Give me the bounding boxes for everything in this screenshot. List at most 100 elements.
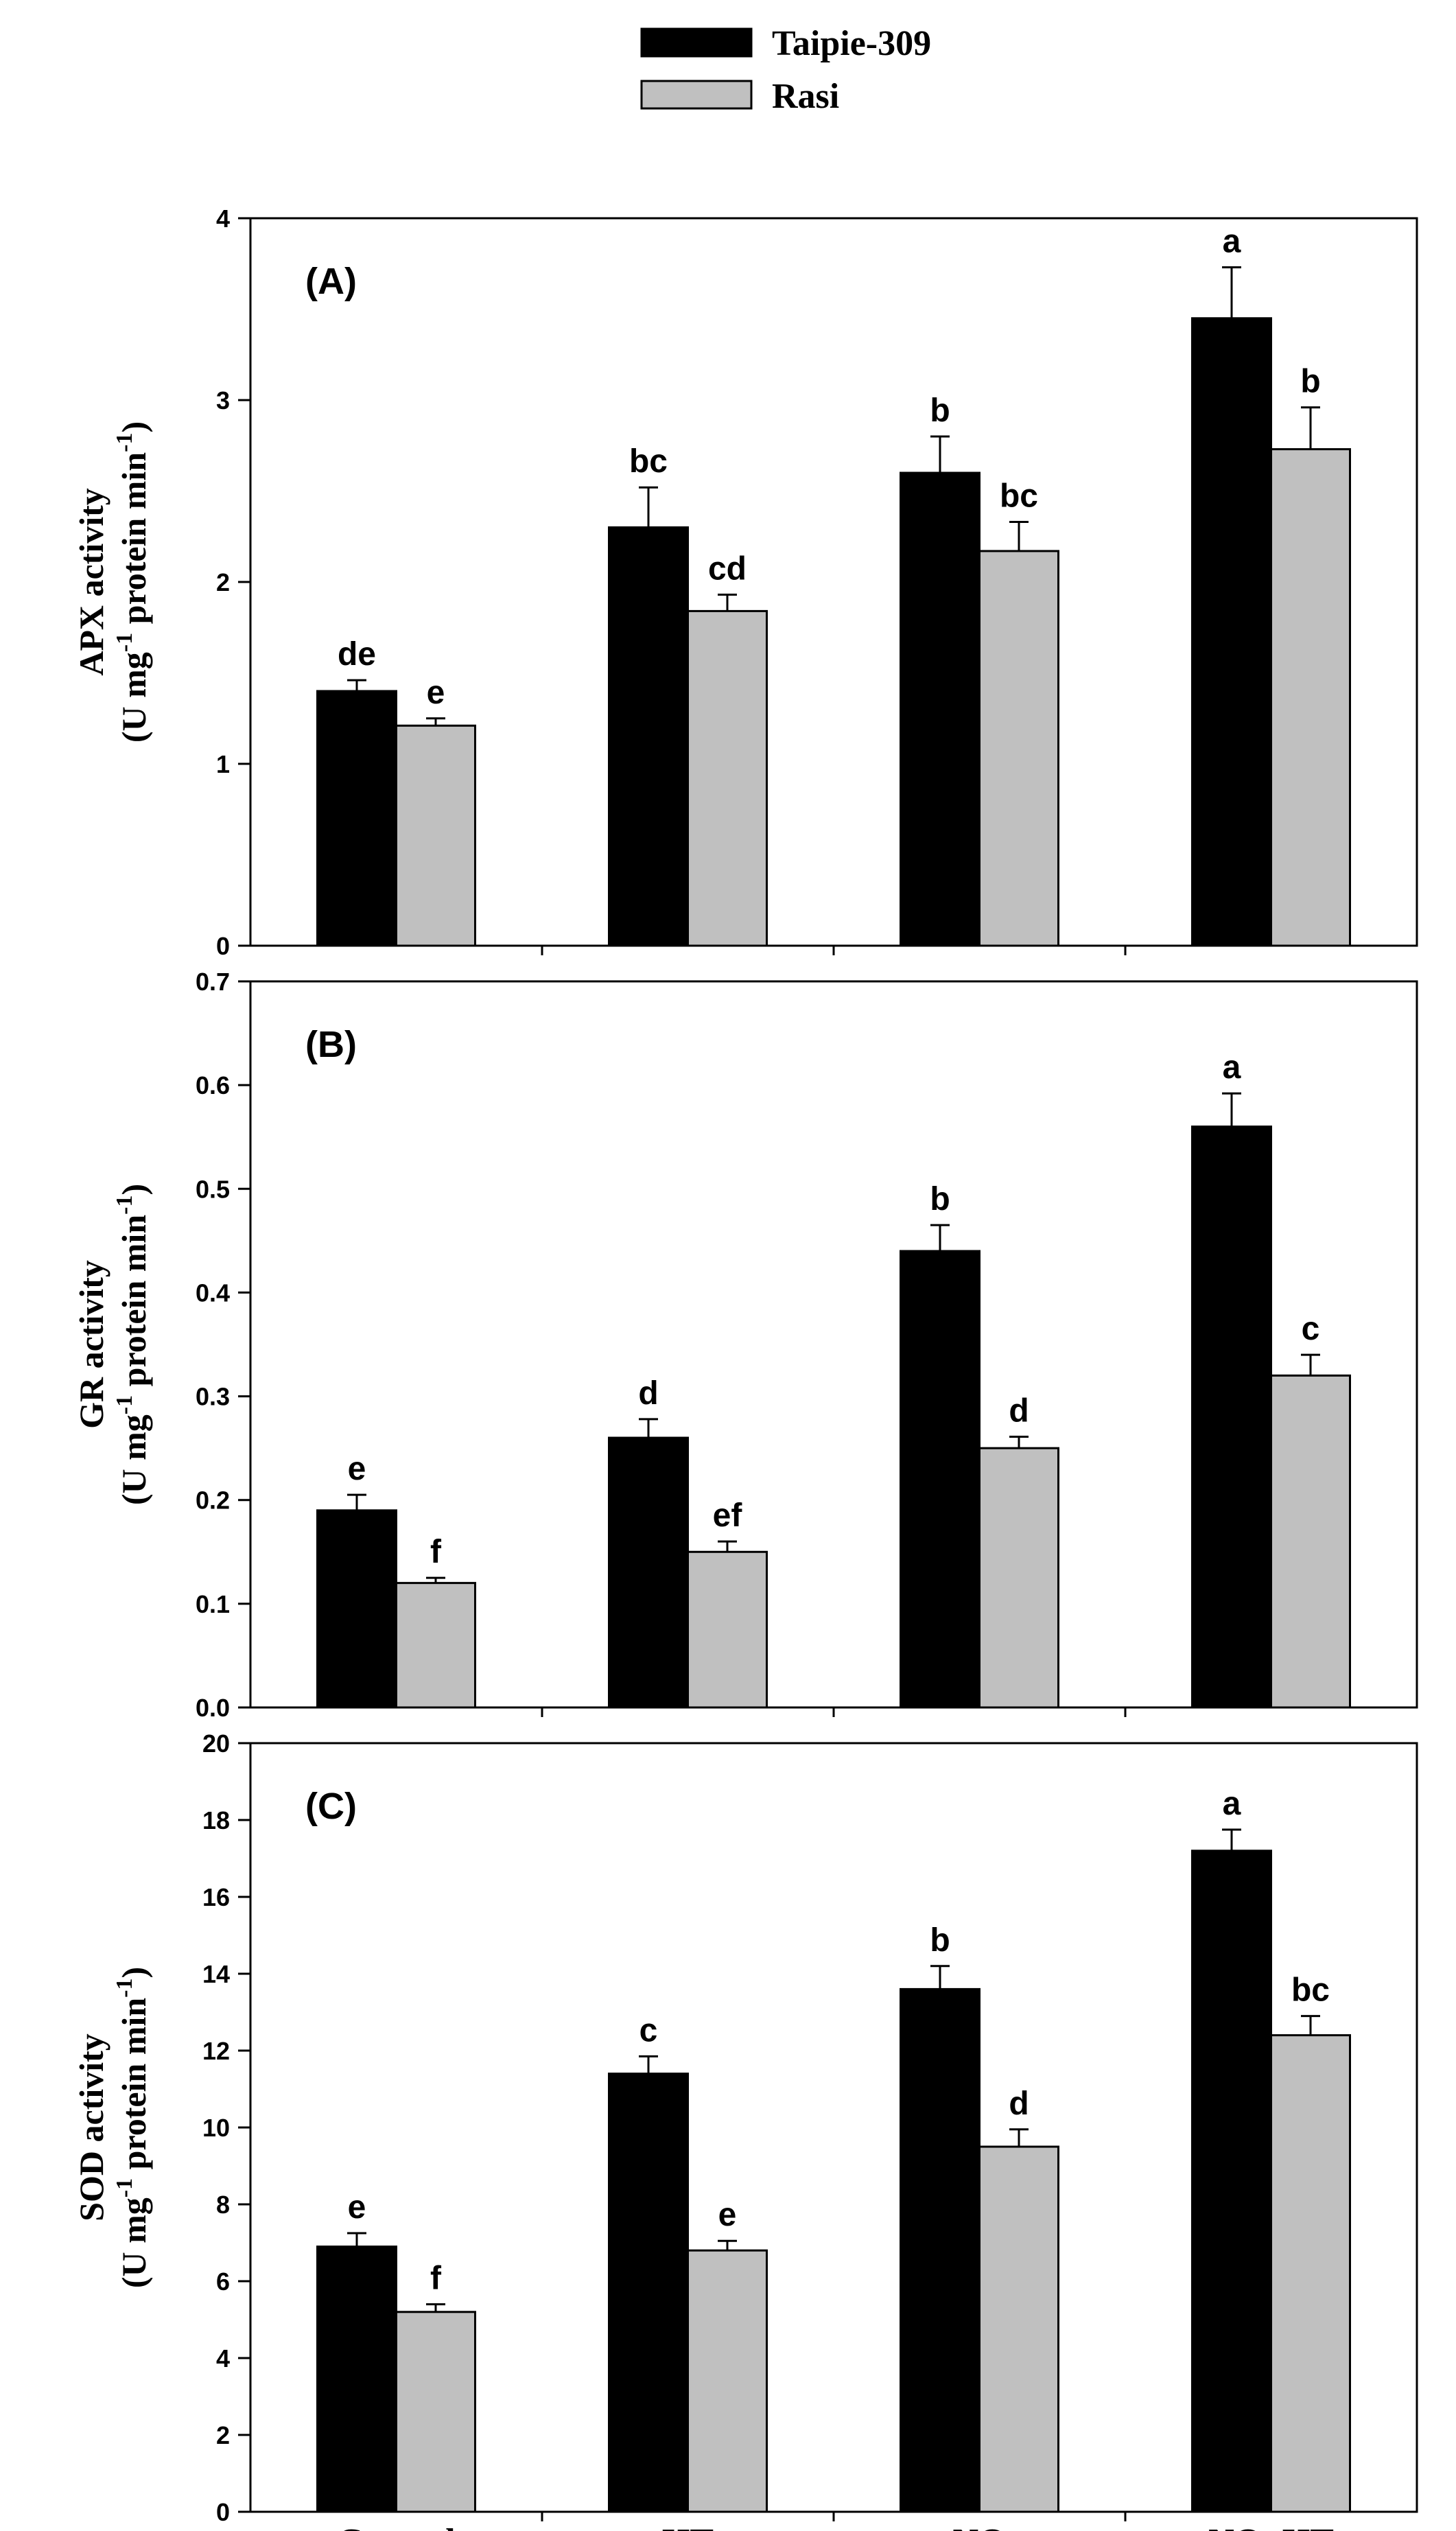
y-tick-label: 0 (216, 932, 230, 960)
significance-label: e (348, 2189, 366, 2226)
significance-label: bc (1291, 1972, 1330, 2009)
y-tick-label: 8 (216, 2191, 230, 2219)
significance-label: d (1009, 1393, 1029, 1430)
bar-rasi (978, 550, 1059, 947)
label-part: ) (115, 1184, 153, 1195)
significance-label: ef (713, 1497, 743, 1534)
bar-rasi (978, 1447, 1059, 1709)
significance-label: de (338, 636, 376, 673)
label-part: (U mg (115, 1414, 153, 1505)
y-tick-label: 0.1 (196, 1590, 230, 1618)
y-tick-label: 0 (216, 2498, 230, 2526)
bar-taipie (316, 1509, 397, 1709)
x-category-label: NO (953, 2522, 1007, 2531)
y-tick-label: 0.3 (196, 1383, 230, 1411)
y-tick-label: 0.0 (196, 1694, 230, 1722)
superscript: -1 (112, 1195, 137, 1215)
superscript: -1 (112, 433, 137, 452)
y-tick-label: 2 (216, 2421, 230, 2449)
bar-rasi (395, 2311, 476, 2513)
y-axis-label-line2: (U mg-1 protein min-1) (112, 1967, 153, 2288)
significance-label: d (1009, 2086, 1029, 2122)
y-axis-label: SOD activity(U mg-1 protein min-1) (72, 1967, 153, 2288)
bar-rasi (978, 2145, 1059, 2513)
y-tick-label: 10 (202, 2114, 230, 2142)
y-tick-label: 4 (216, 2344, 230, 2372)
bar-rasi (1270, 2034, 1351, 2513)
label-part: protein min (115, 1215, 153, 1395)
y-axis-label-line1: APX activity (72, 488, 110, 676)
y-tick-label: 18 (202, 1806, 230, 1834)
y-tick-label: 1 (216, 750, 230, 778)
y-tick-label: 6 (216, 2267, 230, 2296)
significance-label: a (1223, 1049, 1241, 1086)
label-part: (U mg (115, 2197, 153, 2288)
significance-label: b (930, 1922, 950, 1959)
legend-swatch-rasi (640, 80, 753, 110)
legend: Taipie-309 Rasi (640, 24, 931, 116)
bar-taipie (900, 1250, 981, 1709)
label-part: protein min (115, 1998, 153, 2178)
bar-taipie (316, 690, 397, 947)
label-part: protein min (115, 452, 153, 633)
significance-label: a (1223, 224, 1241, 260)
bar-taipie (608, 1436, 689, 1709)
significance-label: d (638, 1375, 658, 1412)
y-axis-label: APX activity(U mg-1 protein min-1) (72, 421, 153, 743)
chart-panel-3: 0 2 4 6 8 10 12 14 16 18 20 (C) SOD activity(U mg-1 … (72, 1729, 1418, 2531)
chart-panel-1: 0 1 2 3 4 (A) APX activity(U mg-1 protein min-… (72, 205, 1418, 960)
label-part: ) (115, 1967, 153, 1979)
significance-label: a (1223, 1786, 1241, 1822)
y-axis-label-line1: GR activity (72, 1260, 110, 1429)
bar-taipie (608, 2073, 689, 2513)
label-part: ) (115, 421, 153, 433)
bar-taipie (608, 526, 689, 947)
superscript: -1 (112, 633, 137, 652)
bar-rasi (687, 1550, 768, 1709)
bar-taipie (316, 2246, 397, 2513)
chart-panel-2: 0.0 0.1 0.2 0.3 0.4 0.5 0.6 0.7 (B) GR activity(U… (72, 968, 1418, 1722)
significance-label: bc (1000, 478, 1038, 515)
superscript: -1 (112, 1979, 137, 1998)
y-tick-label: 3 (216, 386, 230, 415)
y-tick-label: 14 (202, 1960, 230, 1988)
significance-label: b (1300, 364, 1320, 400)
y-axis-label-line2: (U mg-1 protein min-1) (112, 1184, 153, 1505)
x-category-label: NO+HT (1208, 2522, 1334, 2531)
bar-rasi (687, 609, 768, 947)
y-tick-label: 0.2 (196, 1486, 230, 1515)
x-category-label: Control (337, 2522, 455, 2531)
y-tick-label: 0.7 (196, 968, 230, 996)
panel-label: (C) (305, 1786, 357, 1827)
y-tick-label: 0.4 (196, 1279, 230, 1307)
significance-label: f (430, 2261, 442, 2297)
significance-label: e (348, 1451, 366, 1487)
legend-swatch-taipie (640, 27, 753, 58)
panel-label: (A) (305, 261, 357, 302)
panel-label: (B) (305, 1024, 357, 1065)
bar-rasi (1270, 448, 1351, 947)
bar-rasi (395, 1582, 476, 1709)
bar-taipie (900, 1987, 981, 2513)
bar-taipie (1191, 1125, 1272, 1709)
significance-label: b (930, 393, 950, 429)
y-axis-label-line2: (U mg-1 protein min-1) (112, 421, 153, 743)
bar-taipie (1191, 317, 1272, 947)
bar-rasi (1270, 1374, 1351, 1709)
y-tick-label: 2 (216, 568, 230, 596)
superscript: -1 (112, 1395, 137, 1414)
y-tick-label: 0.6 (196, 1071, 230, 1099)
y-tick-label: 0.5 (196, 1175, 230, 1203)
significance-label: b (930, 1181, 950, 1217)
y-tick-label: 4 (216, 205, 230, 233)
bar-taipie (900, 471, 981, 947)
bar-rasi (687, 2249, 768, 2513)
significance-label: c (1302, 1311, 1320, 1347)
y-axis-label-line1: SOD activity (72, 2033, 110, 2221)
y-tick-label: 16 (202, 1883, 230, 1911)
y-tick-label: 12 (202, 2037, 230, 2065)
significance-label: c (639, 2012, 658, 2049)
significance-label: cd (708, 551, 747, 587)
